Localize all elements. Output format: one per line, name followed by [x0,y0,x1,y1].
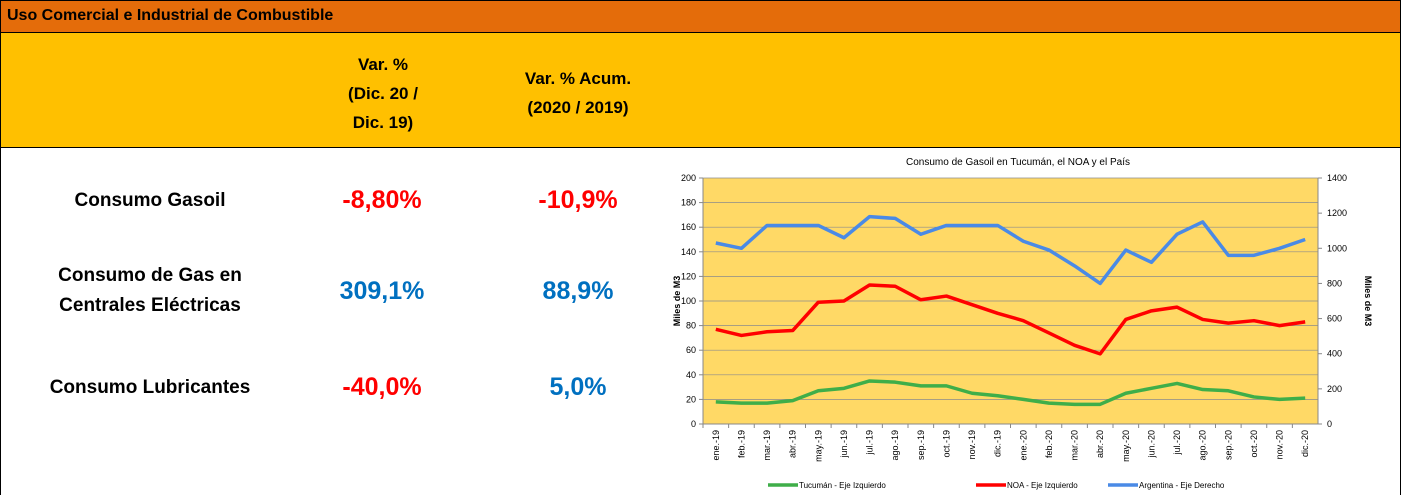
y2-tick-label: 1000 [1327,243,1347,253]
x-tick-label: jul.-20 [1172,430,1182,456]
y-tick-label: 120 [681,271,696,281]
value: 5,0% [549,373,607,401]
y-tick-label: 100 [681,296,696,306]
x-tick-label: jun.-20 [1146,430,1156,459]
x-tick-label: ago.-19 [890,430,900,461]
y-tick-label: 60 [686,345,696,355]
value: 88,9% [542,277,614,305]
value: 309,1% [339,277,425,305]
value: -10,9% [538,186,618,214]
y2-tick-label: 1400 [1327,173,1347,183]
x-tick-label: feb.-20 [1044,430,1054,458]
x-tick-label: jul.-19 [865,430,875,456]
title-bar: Uso Comercial e Industrial de Combustibl… [0,0,1401,33]
x-tick-label: nov.-20 [1275,430,1285,459]
row-label: Consumo Lubricantes [49,377,251,398]
legend-label: NOA - Eje Izquierdo [1007,481,1078,490]
y-tick-label: 0 [691,419,696,429]
x-tick-label: feb.-19 [736,430,746,458]
x-tick-label: may.-20 [1121,430,1131,462]
y2-tick-label: 200 [1327,384,1342,394]
chart-title: Consumo de Gasoil en Tucumán, el NOA y e… [906,157,1130,168]
x-tick-label: oct.-19 [941,430,951,458]
y2-tick-label: 0 [1327,419,1332,429]
legend-label: Argentina - Eje Derecho [1139,481,1225,490]
y-tick-label: 80 [686,321,696,331]
x-tick-label: nov.-19 [967,430,977,459]
y-tick-label: 20 [686,394,696,404]
y-axis-label: Miles de M3 [672,276,682,327]
y2-tick-label: 800 [1327,278,1342,288]
header-band [0,33,1401,148]
y2-axis-label: Miles de M3 [1363,276,1373,327]
y-tick-label: 160 [681,222,696,232]
y-tick-label: 200 [681,173,696,183]
x-tick-label: mar.-20 [1070,430,1080,461]
row-label: Consumo de Gas en Centrales Eléctricas [58,265,242,316]
x-tick-label: may.-19 [813,430,823,462]
y2-tick-label: 1200 [1327,208,1347,218]
y2-tick-label: 400 [1327,349,1342,359]
x-tick-label: abr.-19 [788,430,798,458]
x-tick-label: sep.-20 [1223,430,1233,460]
line-series [715,283,1306,356]
chart: Consumo de Gasoil en Tucumán, el NOA y e… [672,157,1373,490]
x-tick-label: ene.-19 [711,430,721,461]
y2-tick-label: 600 [1327,314,1342,324]
value: -40,0% [342,373,422,401]
x-tick-label: jun.-19 [839,430,849,459]
line-series [715,379,1306,407]
y-tick-label: 40 [686,370,696,380]
value: -8,80% [342,186,422,214]
row-label: Consumo Gasoil [74,190,226,211]
x-tick-label: mar.-19 [762,430,772,461]
y-tick-label: 140 [681,247,696,257]
x-tick-label: ago.-20 [1198,430,1208,461]
x-tick-label: dic.-19 [993,430,1003,457]
column-header: Var. % Acum. (2020 / 2019) [524,69,632,117]
x-tick-label: dic.-20 [1300,430,1310,457]
title: Uso Comercial e Industrial de Combustibl… [7,7,334,24]
x-tick-label: ene.-20 [1018,430,1028,461]
legend-label: Tucumán - Eje Izquierdo [799,481,886,490]
x-tick-label: sep.-19 [916,430,926,460]
x-tick-label: oct.-20 [1249,430,1259,458]
column-header: Var. % (Dic. 20 / Dic. 19) [348,55,418,132]
y-tick-label: 180 [681,198,696,208]
x-tick-label: abr.-20 [1095,430,1105,458]
line-series [715,214,1306,286]
